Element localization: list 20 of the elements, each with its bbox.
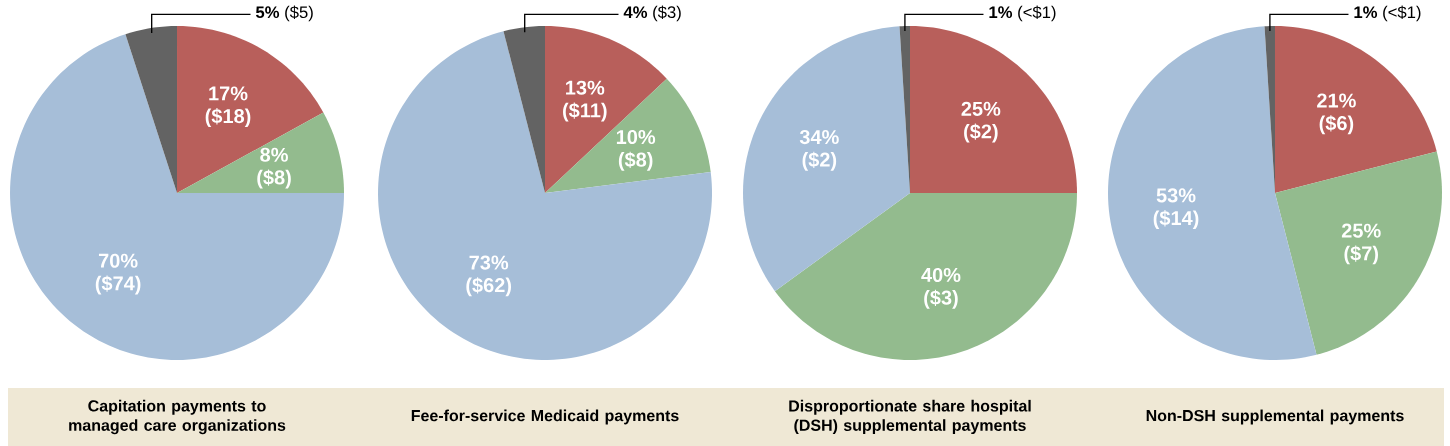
data-label: 10% ($8) <box>616 129 656 171</box>
data-label: 25% ($7) <box>1341 223 1381 265</box>
data-label: 4% ($3) <box>623 5 681 22</box>
data-label: 17% ($18) <box>205 86 251 128</box>
data-label: 34% ($2) <box>799 129 839 171</box>
data-label: 21% ($6) <box>1317 93 1356 135</box>
data-label: 53% ($14) <box>1153 188 1199 230</box>
text: Fee-for-service Medicaid payments <box>411 409 679 425</box>
data-label: 1% (<$1) <box>989 5 1056 22</box>
data-label: 8% ($8) <box>257 147 291 189</box>
text: Capitation payments to managed care organizations <box>69 399 286 435</box>
data-label: 40% ($3) <box>921 267 961 309</box>
data-label: 1% (<$1) <box>1354 5 1421 22</box>
text: Disproportionate share hospital (DSH) supplemental payments <box>789 399 1031 435</box>
data-label: 13% ($11) <box>563 80 607 122</box>
data-label: 73% ($62) <box>466 255 512 297</box>
data-label: 70% ($74) <box>95 253 141 295</box>
data-label: 5% ($5) <box>255 5 313 22</box>
text: Non-DSH supplemental payments <box>1146 409 1404 425</box>
data-label: 25% ($2) <box>961 101 1001 143</box>
